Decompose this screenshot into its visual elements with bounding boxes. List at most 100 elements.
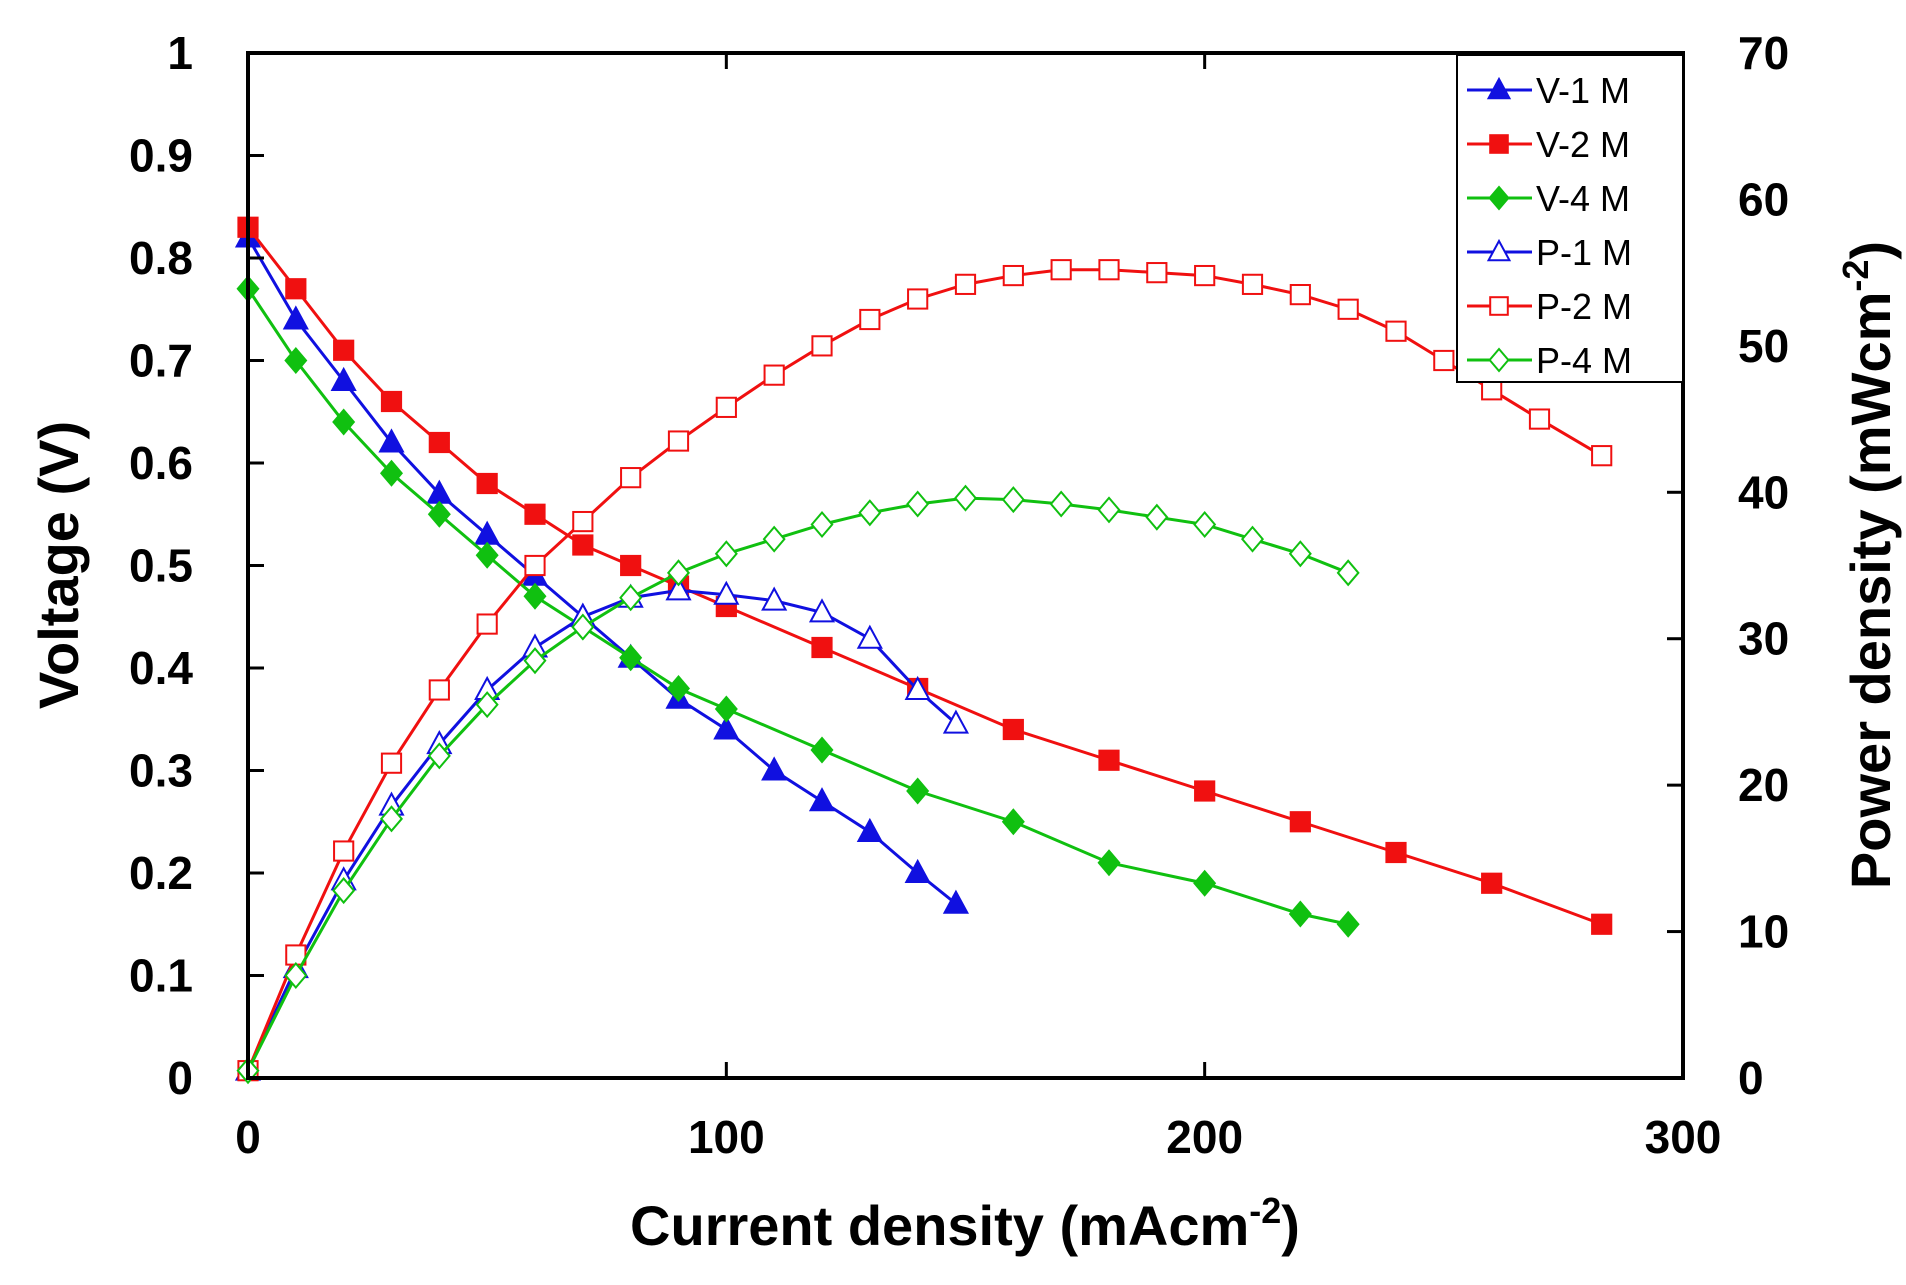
data-point — [1289, 811, 1311, 833]
y2-tick-label: 50 — [1738, 320, 1789, 372]
y-tick-label: 0.8 — [129, 232, 193, 284]
y2-tick-label: 0 — [1738, 1052, 1764, 1104]
data-point — [1097, 849, 1121, 877]
data-point — [1194, 780, 1216, 802]
data-point — [808, 787, 836, 812]
data-point — [1288, 900, 1312, 928]
data-point — [332, 408, 356, 436]
data-point — [523, 647, 547, 675]
data-point — [906, 490, 930, 518]
data-point — [428, 679, 450, 701]
y-tick-label: 0.4 — [129, 642, 193, 694]
legend-entry: P-1 M — [1467, 232, 1632, 273]
y-tick-label: 0.3 — [129, 745, 193, 797]
data-point — [428, 431, 450, 454]
data-point — [858, 499, 882, 527]
data-point — [332, 877, 356, 905]
legend-label: P-2 M — [1536, 286, 1632, 327]
series-line-v-1-m — [246, 236, 957, 905]
data-point — [523, 582, 547, 610]
data-point — [1001, 486, 1025, 514]
data-point — [907, 288, 929, 310]
data-point — [1433, 349, 1455, 372]
data-point — [1002, 718, 1024, 741]
data-point — [1528, 408, 1551, 430]
legend-label: V-1 M — [1536, 70, 1630, 111]
data-point — [808, 598, 836, 623]
y2-tick-label: 60 — [1738, 173, 1789, 225]
data-point — [953, 484, 978, 512]
series-line-p-1-m — [246, 588, 957, 1072]
data-point — [856, 624, 883, 649]
y2-tick-label: 40 — [1738, 466, 1789, 518]
data-point — [761, 756, 788, 781]
y2-tick-label: 30 — [1738, 613, 1789, 665]
y-tick-label: 1 — [167, 27, 193, 79]
legend-box — [1456, 54, 1684, 383]
data-point — [665, 576, 692, 601]
y-tick-label: 0.6 — [129, 437, 193, 489]
y-tick-label: 0.1 — [129, 950, 193, 1002]
x-tick-label: 100 — [688, 1111, 765, 1163]
y-axis-title: Voltage (V) — [27, 421, 90, 709]
y2-tick-label: 10 — [1738, 906, 1789, 958]
data-point — [1001, 808, 1025, 836]
data-point — [1146, 262, 1168, 284]
data-point — [942, 709, 970, 734]
series-line-v-4-m — [246, 287, 1349, 926]
data-point — [1002, 264, 1024, 287]
x-tick-label: 200 — [1166, 1111, 1243, 1163]
data-point — [1050, 259, 1072, 281]
data-point — [667, 430, 690, 452]
legend: V-1 M V-2 M V-4 M P-1 M P-2 M P-4 M — [1456, 54, 1684, 383]
legend-marker — [1488, 185, 1510, 211]
data-point — [571, 613, 595, 641]
data-point — [1481, 872, 1503, 894]
legend-marker — [1486, 238, 1512, 262]
legend-marker — [1486, 76, 1512, 100]
data-point — [1240, 525, 1265, 553]
series-p-2-m — [237, 259, 1613, 1082]
data-point — [942, 889, 970, 914]
legend-marker — [1489, 134, 1509, 154]
data-point — [954, 273, 977, 295]
data-point — [285, 278, 307, 300]
data-point — [1145, 503, 1169, 531]
data-point — [714, 695, 738, 723]
y-tick-label: 0 — [167, 1052, 193, 1104]
y-tick-label: 0.9 — [129, 130, 193, 182]
data-point — [1194, 264, 1216, 287]
data-point — [761, 586, 788, 611]
y2-tick-label: 70 — [1738, 27, 1789, 79]
data-point — [380, 390, 403, 413]
data-point — [763, 364, 785, 386]
data-point — [1049, 490, 1073, 518]
series-v-4-m — [236, 275, 1360, 938]
data-point — [475, 691, 499, 719]
data-point — [1385, 841, 1407, 864]
data-point — [380, 752, 403, 774]
data-point — [619, 584, 643, 612]
legend-label: V-2 M — [1536, 124, 1630, 165]
data-point — [378, 428, 405, 453]
data-point — [762, 525, 786, 553]
data-point — [475, 541, 499, 569]
data-point — [906, 777, 930, 805]
data-point — [1098, 259, 1120, 281]
x-tick-label: 300 — [1645, 1111, 1722, 1163]
series-layer — [234, 216, 1613, 1085]
data-point — [713, 580, 740, 605]
data-point — [810, 736, 834, 764]
x-tick-label: 0 — [235, 1111, 261, 1163]
data-point — [1288, 540, 1312, 568]
legend-marker — [1488, 347, 1510, 373]
data-point — [284, 961, 308, 990]
data-point — [524, 554, 546, 577]
data-point — [666, 674, 691, 703]
data-point — [333, 840, 355, 862]
data-point — [1289, 284, 1311, 306]
data-point — [476, 613, 498, 635]
data-point — [1193, 510, 1217, 539]
data-point — [524, 503, 546, 525]
